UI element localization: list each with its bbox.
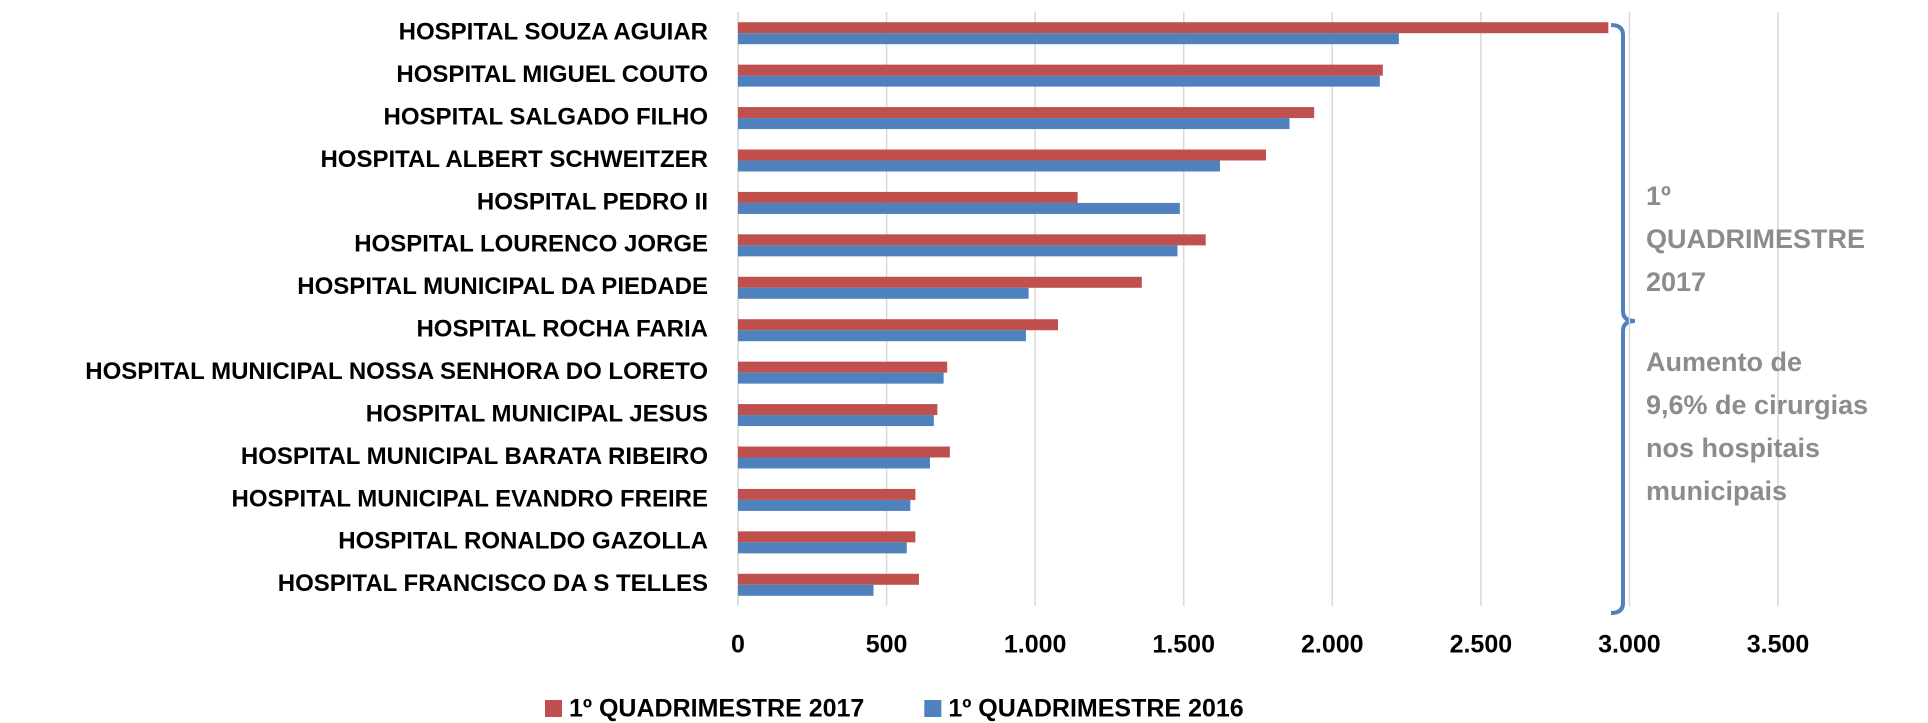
bar [738, 404, 938, 416]
y-tick-label: HOSPITAL SOUZA AGUIAR [399, 19, 708, 46]
y-tick-label: HOSPITAL MUNICIPAL DA PIEDADE [297, 273, 708, 300]
bar [738, 160, 1220, 172]
y-tick-label: HOSPITAL RONALDO GAZOLLA [338, 528, 708, 555]
annotation: municipais [1646, 476, 1787, 506]
y-tick-label: HOSPITAL MIGUEL COUTO [396, 61, 708, 88]
bar [738, 457, 930, 469]
bar [738, 276, 1142, 288]
bar [738, 245, 1178, 257]
y-tick-label: HOSPITAL ALBERT SCHWEITZER [320, 146, 708, 173]
x-tick-label: 1.000 [1004, 631, 1067, 659]
legend-swatch [924, 700, 942, 717]
bracket [1610, 23, 1636, 615]
x-tick-label: 0 [731, 631, 745, 659]
x-tick-label: 500 [866, 631, 908, 659]
y-tick-label: HOSPITAL MUNICIPAL BARATA RIBEIRO [241, 443, 708, 470]
annotation: 2017 [1646, 267, 1706, 297]
bar [738, 33, 1399, 45]
bar [738, 149, 1267, 161]
bar [738, 75, 1380, 87]
x-tick-label: 2.000 [1301, 631, 1364, 659]
y-tick-label: HOSPITAL PEDRO II [477, 188, 708, 215]
bar [738, 330, 1026, 342]
x-tick-label: 3.500 [1747, 631, 1810, 659]
bar [738, 107, 1315, 119]
bar [738, 499, 911, 511]
y-tick-label: HOSPITAL ROCHA FARIA [416, 316, 708, 343]
bar [738, 531, 916, 543]
bar [738, 446, 950, 458]
bar [738, 234, 1206, 246]
legend-swatch [545, 700, 562, 717]
bar [738, 319, 1059, 331]
y-tick-label: HOSPITAL SALGADO FILHO [384, 103, 708, 130]
y-tick-label: HOSPITAL MUNICIPAL EVANDRO FREIRE [232, 485, 708, 512]
x-tick-label: 1.500 [1152, 631, 1215, 659]
y-tick-label: HOSPITAL FRANCISCO DA S TELLES [278, 570, 708, 597]
bar [738, 488, 916, 500]
bar [738, 287, 1029, 299]
bar [738, 584, 874, 596]
y-tick-label: HOSPITAL MUNICIPAL NOSSA SENHORA DO LORE… [85, 358, 708, 385]
bar [738, 191, 1078, 203]
bar [738, 64, 1383, 76]
bar [738, 542, 907, 554]
annotation: 1º [1646, 181, 1671, 211]
legend-label: 1º QUADRIMESTRE 2016 [948, 695, 1243, 723]
bar [738, 372, 944, 384]
bar [738, 415, 934, 427]
bar [738, 202, 1180, 214]
annotation: 9,6% de cirurgias [1646, 390, 1868, 420]
y-tick-label: HOSPITAL LOURENCO JORGE [354, 231, 708, 258]
bar [738, 22, 1609, 34]
annotation: QUADRIMESTRE [1646, 224, 1865, 254]
bar [738, 361, 948, 373]
legend-label: 1º QUADRIMESTRE 2017 [569, 695, 864, 723]
annotation: Aumento de [1646, 347, 1802, 377]
bar [738, 118, 1290, 130]
x-tick-label: 2.500 [1450, 631, 1513, 659]
annotation: nos hospitais [1646, 433, 1820, 463]
bar [738, 573, 919, 585]
x-tick-label: 3.000 [1598, 631, 1661, 659]
y-tick-label: HOSPITAL MUNICIPAL JESUS [366, 400, 708, 427]
